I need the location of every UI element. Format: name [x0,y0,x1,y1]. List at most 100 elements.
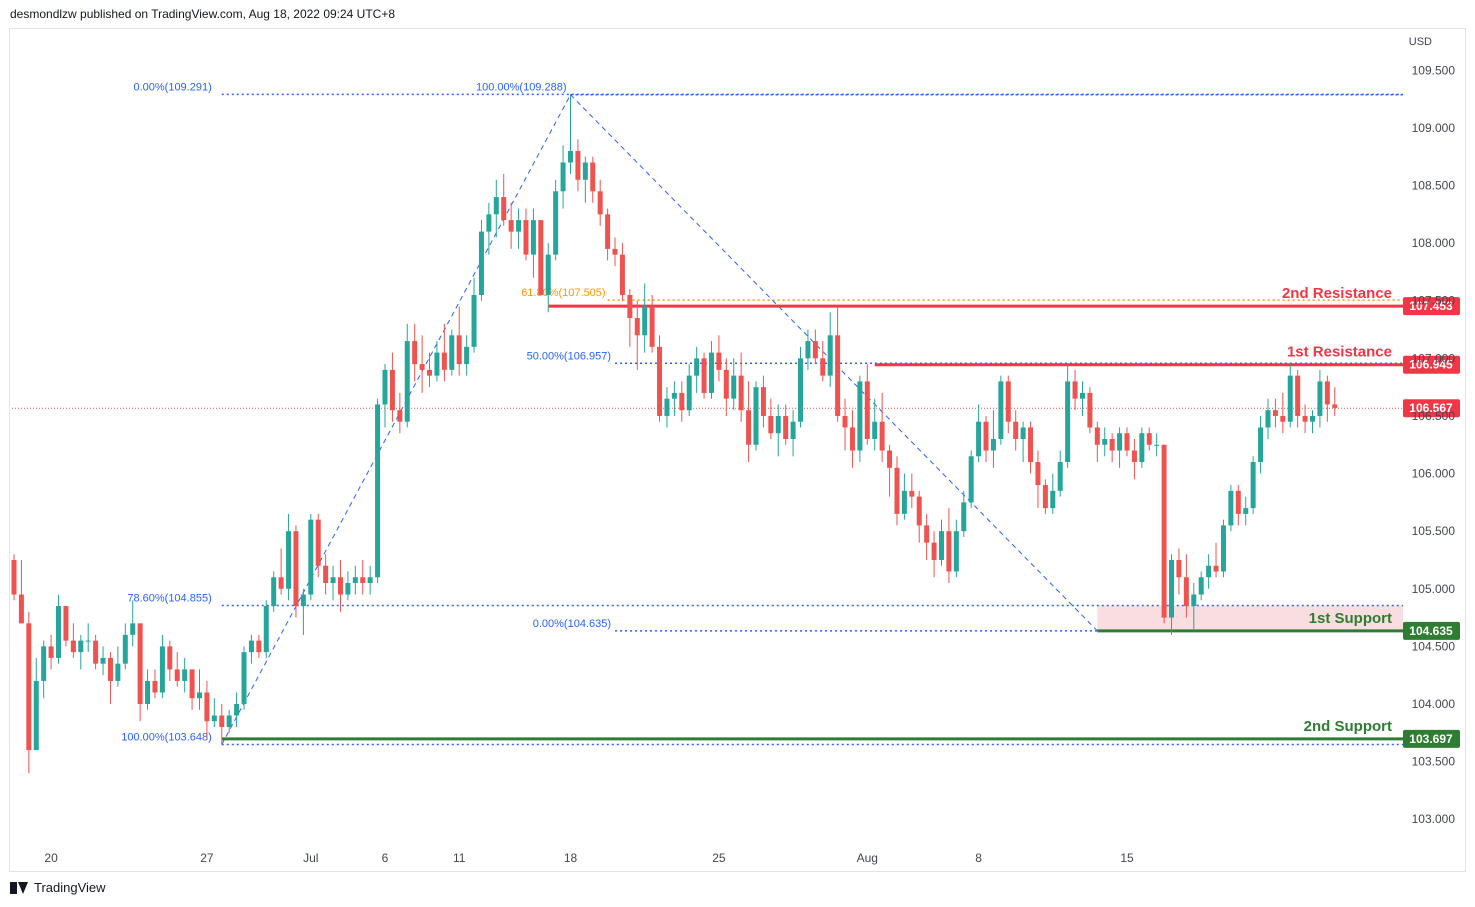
candle[interactable] [278,548,284,595]
candle[interactable] [1109,433,1115,463]
candle[interactable] [1176,548,1182,595]
candle[interactable] [33,657,39,751]
candle[interactable] [1302,404,1308,434]
candle[interactable] [1154,433,1160,457]
candle[interactable] [1131,439,1137,480]
candle[interactable] [946,508,952,584]
candle[interactable] [256,634,262,658]
tradingview-brand[interactable]: TradingView [10,880,106,895]
candle[interactable] [145,669,151,710]
candle[interactable] [1317,369,1323,428]
candle[interactable] [953,519,959,578]
candle[interactable] [694,346,700,393]
candle[interactable] [649,294,655,353]
candle[interactable] [1072,369,1078,411]
candle[interactable] [1265,398,1271,439]
candle[interactable] [293,525,299,618]
candle[interactable] [783,404,789,445]
candle[interactable] [1169,554,1175,635]
candle[interactable] [1258,415,1264,474]
candle[interactable] [48,634,54,670]
candle[interactable] [1139,427,1145,468]
candle[interactable] [1005,375,1011,434]
candle[interactable] [723,358,729,416]
candle[interactable] [887,444,893,497]
candle[interactable] [1243,496,1249,526]
candle[interactable] [1035,450,1041,509]
candle[interactable] [78,634,84,670]
candle[interactable] [679,381,685,422]
candle[interactable] [130,600,136,647]
candle[interactable] [976,404,982,463]
candle[interactable] [664,387,670,428]
candle[interactable] [1065,364,1071,468]
candle[interactable] [738,352,744,422]
candle[interactable] [315,513,321,578]
candle[interactable] [241,646,247,710]
candle[interactable] [634,300,640,370]
candle[interactable] [93,634,99,670]
candle[interactable] [1050,473,1056,514]
candle[interactable] [397,392,403,434]
candle[interactable] [605,208,611,261]
candle[interactable] [560,145,566,209]
candle[interactable] [1013,410,1019,451]
candle[interactable] [167,640,173,681]
candle[interactable] [100,646,106,676]
candle[interactable] [568,94,573,175]
candle[interactable] [990,410,996,468]
candle[interactable] [939,519,944,566]
candle[interactable] [248,634,254,664]
candle[interactable] [404,323,410,428]
candle[interactable] [360,559,366,595]
candle[interactable] [857,375,863,463]
candle[interactable] [18,559,24,624]
candle[interactable] [308,513,314,601]
candle[interactable] [716,335,722,382]
candle[interactable] [115,646,121,687]
candle[interactable] [820,341,826,382]
candle[interactable] [760,375,766,428]
candle[interactable] [983,415,989,463]
candle[interactable] [471,277,477,353]
candle[interactable] [367,565,373,595]
candle[interactable] [478,220,484,301]
candle[interactable] [300,588,306,635]
candle[interactable] [901,473,907,520]
candle[interactable] [337,559,343,612]
candle[interactable] [449,329,455,376]
candle[interactable] [412,323,418,382]
candle[interactable] [107,652,113,704]
candle[interactable] [204,680,210,739]
candle[interactable] [1079,381,1085,416]
candle[interactable] [872,398,878,451]
candle[interactable] [152,669,158,699]
candle[interactable] [827,312,833,388]
candle[interactable] [1183,554,1189,618]
candle[interactable] [56,594,62,664]
candle[interactable] [530,208,536,278]
candle[interactable] [924,513,930,560]
candle[interactable] [263,600,269,658]
candle[interactable] [1117,427,1123,468]
candle[interactable] [998,375,1004,445]
candle[interactable] [553,179,559,261]
candle[interactable] [619,243,625,301]
candle[interactable] [85,623,91,653]
candle[interactable] [174,652,180,687]
candle[interactable] [686,364,692,416]
candle[interactable] [582,156,588,203]
candle[interactable] [545,243,551,313]
candle[interactable] [70,623,76,658]
candle[interactable] [1324,375,1330,422]
candle[interactable] [597,179,603,226]
candle[interactable] [137,623,143,722]
candle[interactable] [501,174,507,226]
candle[interactable] [657,335,663,422]
candle[interactable] [1146,427,1152,451]
candle[interactable] [879,392,885,463]
candle[interactable] [612,237,618,267]
candle[interactable] [271,571,277,612]
candle[interactable] [419,335,425,393]
